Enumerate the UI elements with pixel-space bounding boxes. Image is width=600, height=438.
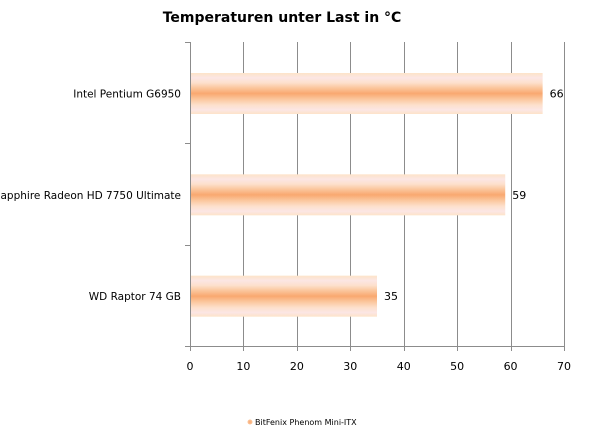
- data-label-2: 35: [384, 290, 398, 303]
- category-label-1: Sapphire Radeon HD 7750 Ultimate: [0, 190, 181, 202]
- x-tick-label-30: 30: [343, 360, 357, 373]
- legend: BitFenix Phenom Mini-ITX: [247, 418, 357, 427]
- bar-1: [191, 174, 506, 216]
- bars: [191, 73, 543, 317]
- x-tick-label-0: 0: [187, 360, 194, 373]
- bar-2: [191, 275, 377, 317]
- labels: 0 10 20 30 40 50 60 70 Intel Pentium G6950 66 Sapp…: [0, 88, 571, 374]
- legend-swatch: [247, 419, 253, 425]
- category-label-2: WD Raptor 74 GB: [89, 291, 181, 303]
- x-tick-label-10: 10: [236, 360, 250, 373]
- category-label-0: Intel Pentium G6950: [73, 89, 181, 101]
- x-tick-label-20: 20: [290, 360, 304, 373]
- axes: [185, 42, 565, 351]
- bar-0: [191, 73, 543, 114]
- chart-title: Temperaturen unter Last in °C: [163, 10, 402, 26]
- x-tick-label-40: 40: [397, 360, 411, 373]
- legend-label: BitFenix Phenom Mini-ITX: [255, 418, 357, 427]
- data-label-0: 66: [550, 88, 564, 101]
- x-tick-label-60: 60: [504, 360, 518, 373]
- data-label-1: 59: [512, 189, 526, 202]
- x-tick-label-50: 50: [450, 360, 464, 373]
- x-tick-label-70: 70: [557, 360, 571, 373]
